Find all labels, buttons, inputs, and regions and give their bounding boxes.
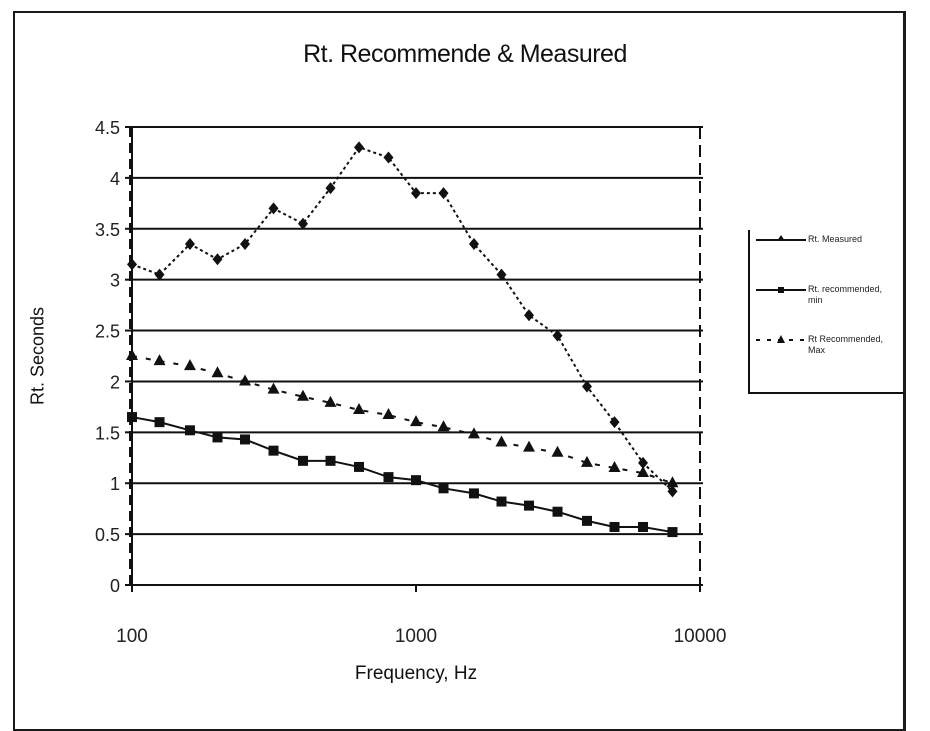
legend-label: Rt Recommended, Max [808,334,884,355]
chart-title: Rt. Recommende & Measured [303,40,627,68]
legend-swatch-measured [756,235,806,241]
x-tick-label: 1000 [395,626,437,647]
y-tick-label: 0 [110,576,120,596]
series-rt-recommended-max [126,349,679,488]
gridlines [132,126,700,586]
x-tick-label: 10000 [674,626,727,647]
legend-item-max: Rt Recommended, Max [756,334,898,356]
y-tick-label: 3.5 [95,220,120,240]
data-series [126,141,679,538]
y-tick-label: 4.5 [95,118,120,138]
legend-swatch-max [756,335,806,343]
chart-frame [13,11,906,731]
legend-item-measured: Rt. Measured [756,234,898,246]
y-tick-label: 3 [110,271,120,291]
legend-swatch-min [756,287,806,293]
y-tick-label: 4 [110,169,120,189]
plot-area: 0 0.5 1 1.5 2 2.5 3 3.5 4 4.5 100 1000 10000 [95,118,726,647]
legend-label: Rt. recommended, min [808,284,883,305]
y-tick-label: 1 [110,474,120,494]
legend-item-min: Rt. recommended, min [756,284,898,306]
y-tick-label: 2 [110,372,120,392]
legend: Rt. Measured Rt. recommended, min Rt Rec… [748,230,904,394]
series-rt-recommended-min [127,412,678,538]
y-tick-label: 2.5 [95,322,120,342]
x-tick-label: 100 [116,626,148,647]
series-rt-measured [127,141,678,498]
y-tick-label: 1.5 [95,423,120,443]
tick-labels: 0 0.5 1 1.5 2 2.5 3 3.5 4 4.5 100 1000 10000 [95,118,726,647]
x-axis-label: Frequency, Hz [354,663,478,684]
legend-label: Rt. Measured [808,234,863,244]
y-tick-label: 0.5 [95,525,120,545]
